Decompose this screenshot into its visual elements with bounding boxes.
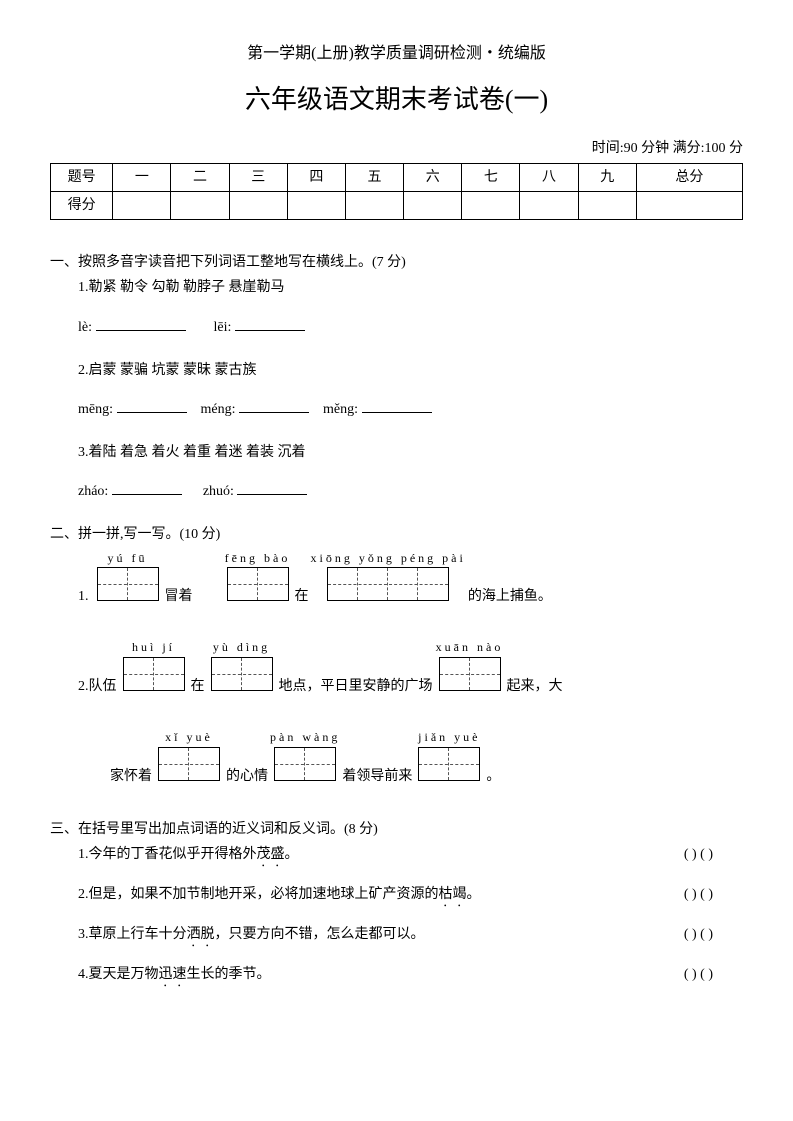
text: 2.但是，如果不加节制地开采，必将加速地球上矿产资源的 [78,887,439,902]
pinyin-group: xuān nào [435,637,505,699]
char-grid[interactable] [158,747,220,781]
blank-input[interactable] [96,317,186,331]
emphasized-word: 茂盛 [257,847,285,862]
cell: 三 [229,163,287,191]
blank-input[interactable] [117,399,187,413]
emphasized-word: 洒脱 [187,927,215,942]
text: 着领导前来 [342,764,412,789]
q3-heading: 三、在括号里写出加点词语的近义词和反义词。(8 分) [50,817,743,842]
cell: 得分 [51,191,113,219]
q2-heading: 二、拼一拼,写一写。(10 分) [50,522,743,547]
pinyin-group: yú fū [93,548,163,610]
label: 1. [78,584,89,609]
label: zháo: [78,484,108,499]
answer-parens[interactable]: ( ) ( ) [684,842,713,867]
text: 的海上捕鱼。 [468,584,552,609]
blank-input[interactable] [362,399,432,413]
cell: 总分 [636,163,742,191]
text: 在 [295,584,309,609]
char-grid[interactable] [123,657,185,691]
cell[interactable] [462,191,520,219]
subtitle: 第一学期(上册)教学质量调研检测・统编版 [50,40,743,69]
score-table: 题号 一 二 三 四 五 六 七 八 九 总分 得分 [50,163,743,220]
char-grid[interactable] [97,567,159,601]
char-grid[interactable] [418,747,480,781]
label: lè: [78,320,92,335]
char-grid[interactable] [211,657,273,691]
cell: 题号 [51,163,113,191]
pinyin-group: xǐ yuè [154,727,224,789]
cell: 一 [113,163,171,191]
text: 的心情 [226,764,268,789]
question-1: 一、按照多音字读音把下列词语工整地写在横线上。(7 分) 1.勒紧 勒令 勾勒 … [50,250,743,504]
exam-meta: 时间:90 分钟 满分:100 分 [50,136,743,161]
label: zhuó: [203,484,234,499]
text: 。 [467,887,481,902]
question-3: 三、在括号里写出加点词语的近义词和反义词。(8 分) 1.今年的丁香花似乎开得格… [50,817,743,990]
pinyin-group: jiǎn yuè [414,727,484,789]
cell[interactable] [404,191,462,219]
q1-item3: 3.着陆 着急 着火 着重 着迷 着装 沉着 [50,440,743,465]
text: 家怀着 [110,764,152,789]
pinyin-group: fēng bào [223,548,293,610]
blank-input[interactable] [235,317,305,331]
char-grid[interactable] [327,567,449,601]
label: lēi: [214,320,232,335]
cell[interactable] [636,191,742,219]
cell: 六 [404,163,462,191]
answer-parens[interactable]: ( ) ( ) [684,882,713,907]
text: 。 [285,847,299,862]
table-row: 题号 一 二 三 四 五 六 七 八 九 总分 [51,163,743,191]
text: 1.今年的丁香花似乎开得格外 [78,847,257,862]
blank-input[interactable] [112,481,182,495]
cell[interactable] [113,191,171,219]
text: ，只要方向不错，怎么走都可以。 [215,927,425,942]
text: 2.队伍 [78,674,117,699]
cell: 四 [287,163,345,191]
cell: 八 [520,163,578,191]
emphasized-word: 迅速 [159,967,187,982]
cell[interactable] [171,191,229,219]
char-grid[interactable] [274,747,336,781]
answer-parens[interactable]: ( ) ( ) [684,922,713,947]
q1-heading: 一、按照多音字读音把下列词语工整地写在横线上。(7 分) [50,250,743,275]
page-title: 六年级语文期末考试卷(一) [50,77,743,124]
cell: 二 [171,163,229,191]
emphasized-word: 枯竭 [439,887,467,902]
label: měng: [323,402,358,417]
text: 生长的季节。 [187,967,271,982]
pinyin-group: huì jí [119,637,189,699]
cell: 七 [462,163,520,191]
answer-parens[interactable]: ( ) ( ) [684,962,713,987]
char-grid[interactable] [439,657,501,691]
text: 3.草原上行车十分 [78,927,187,942]
label: mēng: [78,402,113,417]
cell[interactable] [345,191,403,219]
pinyin-group: pàn wàng [270,727,340,789]
text: 4.夏天是万物 [78,967,159,982]
blank-input[interactable] [239,399,309,413]
label: méng: [201,402,236,417]
text: 地点，平日里安静的广场 [279,674,433,699]
table-row: 得分 [51,191,743,219]
cell[interactable] [520,191,578,219]
text: 。 [486,764,500,789]
cell[interactable] [229,191,287,219]
char-grid[interactable] [227,567,289,601]
pinyin-group: xiōng yǒng péng pài [311,548,466,610]
text: 起来，大 [507,674,563,699]
cell: 九 [578,163,636,191]
text: 冒着 [165,584,193,609]
text: 在 [191,674,205,699]
q1-item1: 1.勒紧 勒令 勾勒 勒脖子 悬崖勒马 [50,275,743,300]
pinyin-group: yù dìng [207,637,277,699]
cell[interactable] [578,191,636,219]
q1-item2: 2.启蒙 蒙骗 坑蒙 蒙昧 蒙古族 [50,358,743,383]
blank-input[interactable] [237,481,307,495]
cell[interactable] [287,191,345,219]
question-2: 二、拼一拼,写一写。(10 分) 1. yú fū 冒着 fēng bào 在 … [50,522,743,789]
cell: 五 [345,163,403,191]
